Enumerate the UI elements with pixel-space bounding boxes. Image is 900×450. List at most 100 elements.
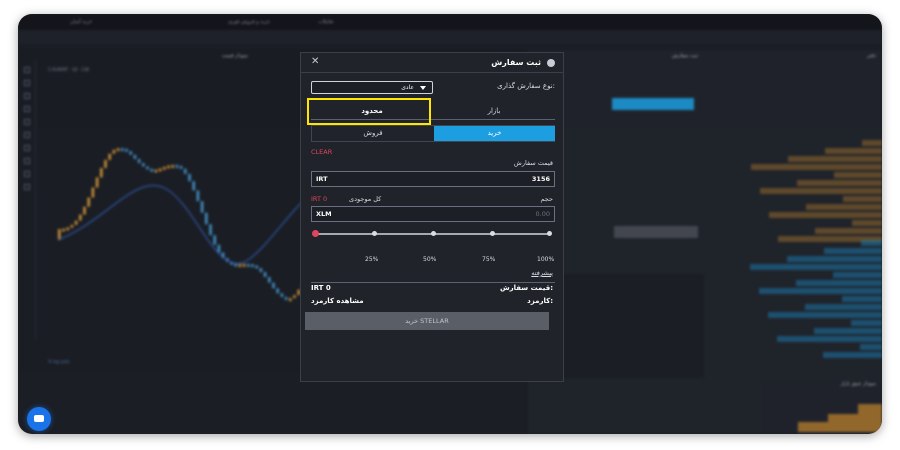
candle [238,264,242,268]
magnet-icon[interactable] [23,171,30,177]
candle [158,168,162,172]
close-icon[interactable]: ✕ [311,56,320,67]
advanced-link[interactable]: پیشرفته [531,269,553,277]
orderbook-row [750,264,882,270]
candle [293,295,296,299]
drawing-toolbar[interactable] [18,60,36,340]
orderbook-row [825,148,882,154]
candle [192,181,195,191]
candle [297,289,300,296]
tab-limit[interactable]: محدود [361,107,383,115]
pattern-icon[interactable] [23,132,30,138]
candle [66,227,69,231]
chart-bottom-tools[interactable]: ‎% log auto [48,359,70,364]
slider-tick[interactable] [372,231,377,236]
lock-icon[interactable] [23,184,30,190]
status-dot-icon [547,59,555,67]
chat-icon [34,415,44,422]
candle [247,263,250,267]
orderbook-row [815,228,882,234]
modal-title: ثبت سفارش [491,58,541,67]
candle [179,165,183,169]
candle [163,166,166,170]
slider-tick[interactable] [547,231,552,236]
slider-mark: 25% [365,256,379,263]
candle [200,201,204,213]
fib-icon[interactable] [23,93,30,99]
candle [167,165,170,169]
clear-button[interactable]: CLEAR [311,148,333,156]
chart-legend: C:XLM/IRT · 1D · CXE [48,66,89,73]
orderbook-row [769,212,882,218]
slider-mark: 75% [482,256,496,263]
orderbook-row [778,236,882,242]
orderbook-row [861,240,882,246]
brush-icon[interactable] [23,106,30,112]
orderbook-row [852,220,882,226]
candle [242,263,246,267]
candle [209,224,212,236]
orderbook-row [787,256,882,262]
orderbook-title: دفتر [867,53,876,59]
summary-price-value: IRT 0 [311,284,331,292]
trendline-icon[interactable] [23,80,30,86]
price-input[interactable]: IRT 3156 [311,171,555,187]
text-icon[interactable] [23,119,30,125]
slider-tick[interactable] [490,231,495,236]
nav-item[interactable]: خرید و فروش فوری [228,19,271,25]
orderbook-panel: دفتر [704,50,882,410]
tab-sell[interactable]: فروش [363,129,383,137]
orderbook-row [814,328,882,334]
buy-submit-button[interactable]: خرید STELLAR [305,312,549,330]
fee-link[interactable]: مشاهده کارمزد [311,297,364,305]
tab-market[interactable]: بازار [487,107,501,115]
candle [87,197,90,207]
amount-slider[interactable] [312,230,552,237]
orderbook-row [796,280,882,286]
tab-buy[interactable]: خرید [434,126,555,141]
candle [255,265,258,269]
slider-tick[interactable] [431,231,436,236]
order-type-label: نوع سفارش گذاری: [497,82,555,90]
candle [121,148,124,152]
volume-placeholder: 0.00 [535,210,550,218]
volume-input[interactable]: XLM 0.00 [311,206,555,222]
order-type-select[interactable]: عادی [311,81,433,94]
candle [83,206,86,215]
candle [116,148,120,152]
candle [154,169,158,173]
orderbook-row [759,288,882,294]
candle [146,166,149,170]
orderbook-row [843,196,882,202]
modal-header: ✕ ثبت سفارش [301,53,563,73]
candle [112,149,116,154]
zoom-icon[interactable] [23,158,30,164]
volume-label: حجم [540,195,553,203]
slider-mark: 50% [423,256,437,263]
nav-item[interactable]: تعاملات [318,19,334,25]
price-value: 3156 [531,175,550,183]
divider [311,282,555,283]
measure-icon[interactable] [23,145,30,151]
orderbook-row [805,304,882,310]
candle [133,154,137,159]
candle [217,244,221,253]
candle [108,153,111,160]
candle [58,229,61,240]
orderbook-row [777,336,882,342]
candle [91,187,95,198]
highlight-box [307,98,431,125]
slider-handle[interactable] [312,230,319,237]
depth-svg [798,404,882,432]
orderbook-row [833,272,882,278]
candle [74,220,78,225]
orderbook-row [862,140,882,146]
candle [62,228,65,232]
orderbook-row [823,352,882,358]
nav-item[interactable]: خرید آسان [70,19,93,25]
crosshair-icon[interactable] [23,67,30,73]
candle [234,263,237,267]
chevron-down-icon [420,86,426,90]
chat-button[interactable] [27,407,51,431]
orderbook-row [751,164,882,170]
